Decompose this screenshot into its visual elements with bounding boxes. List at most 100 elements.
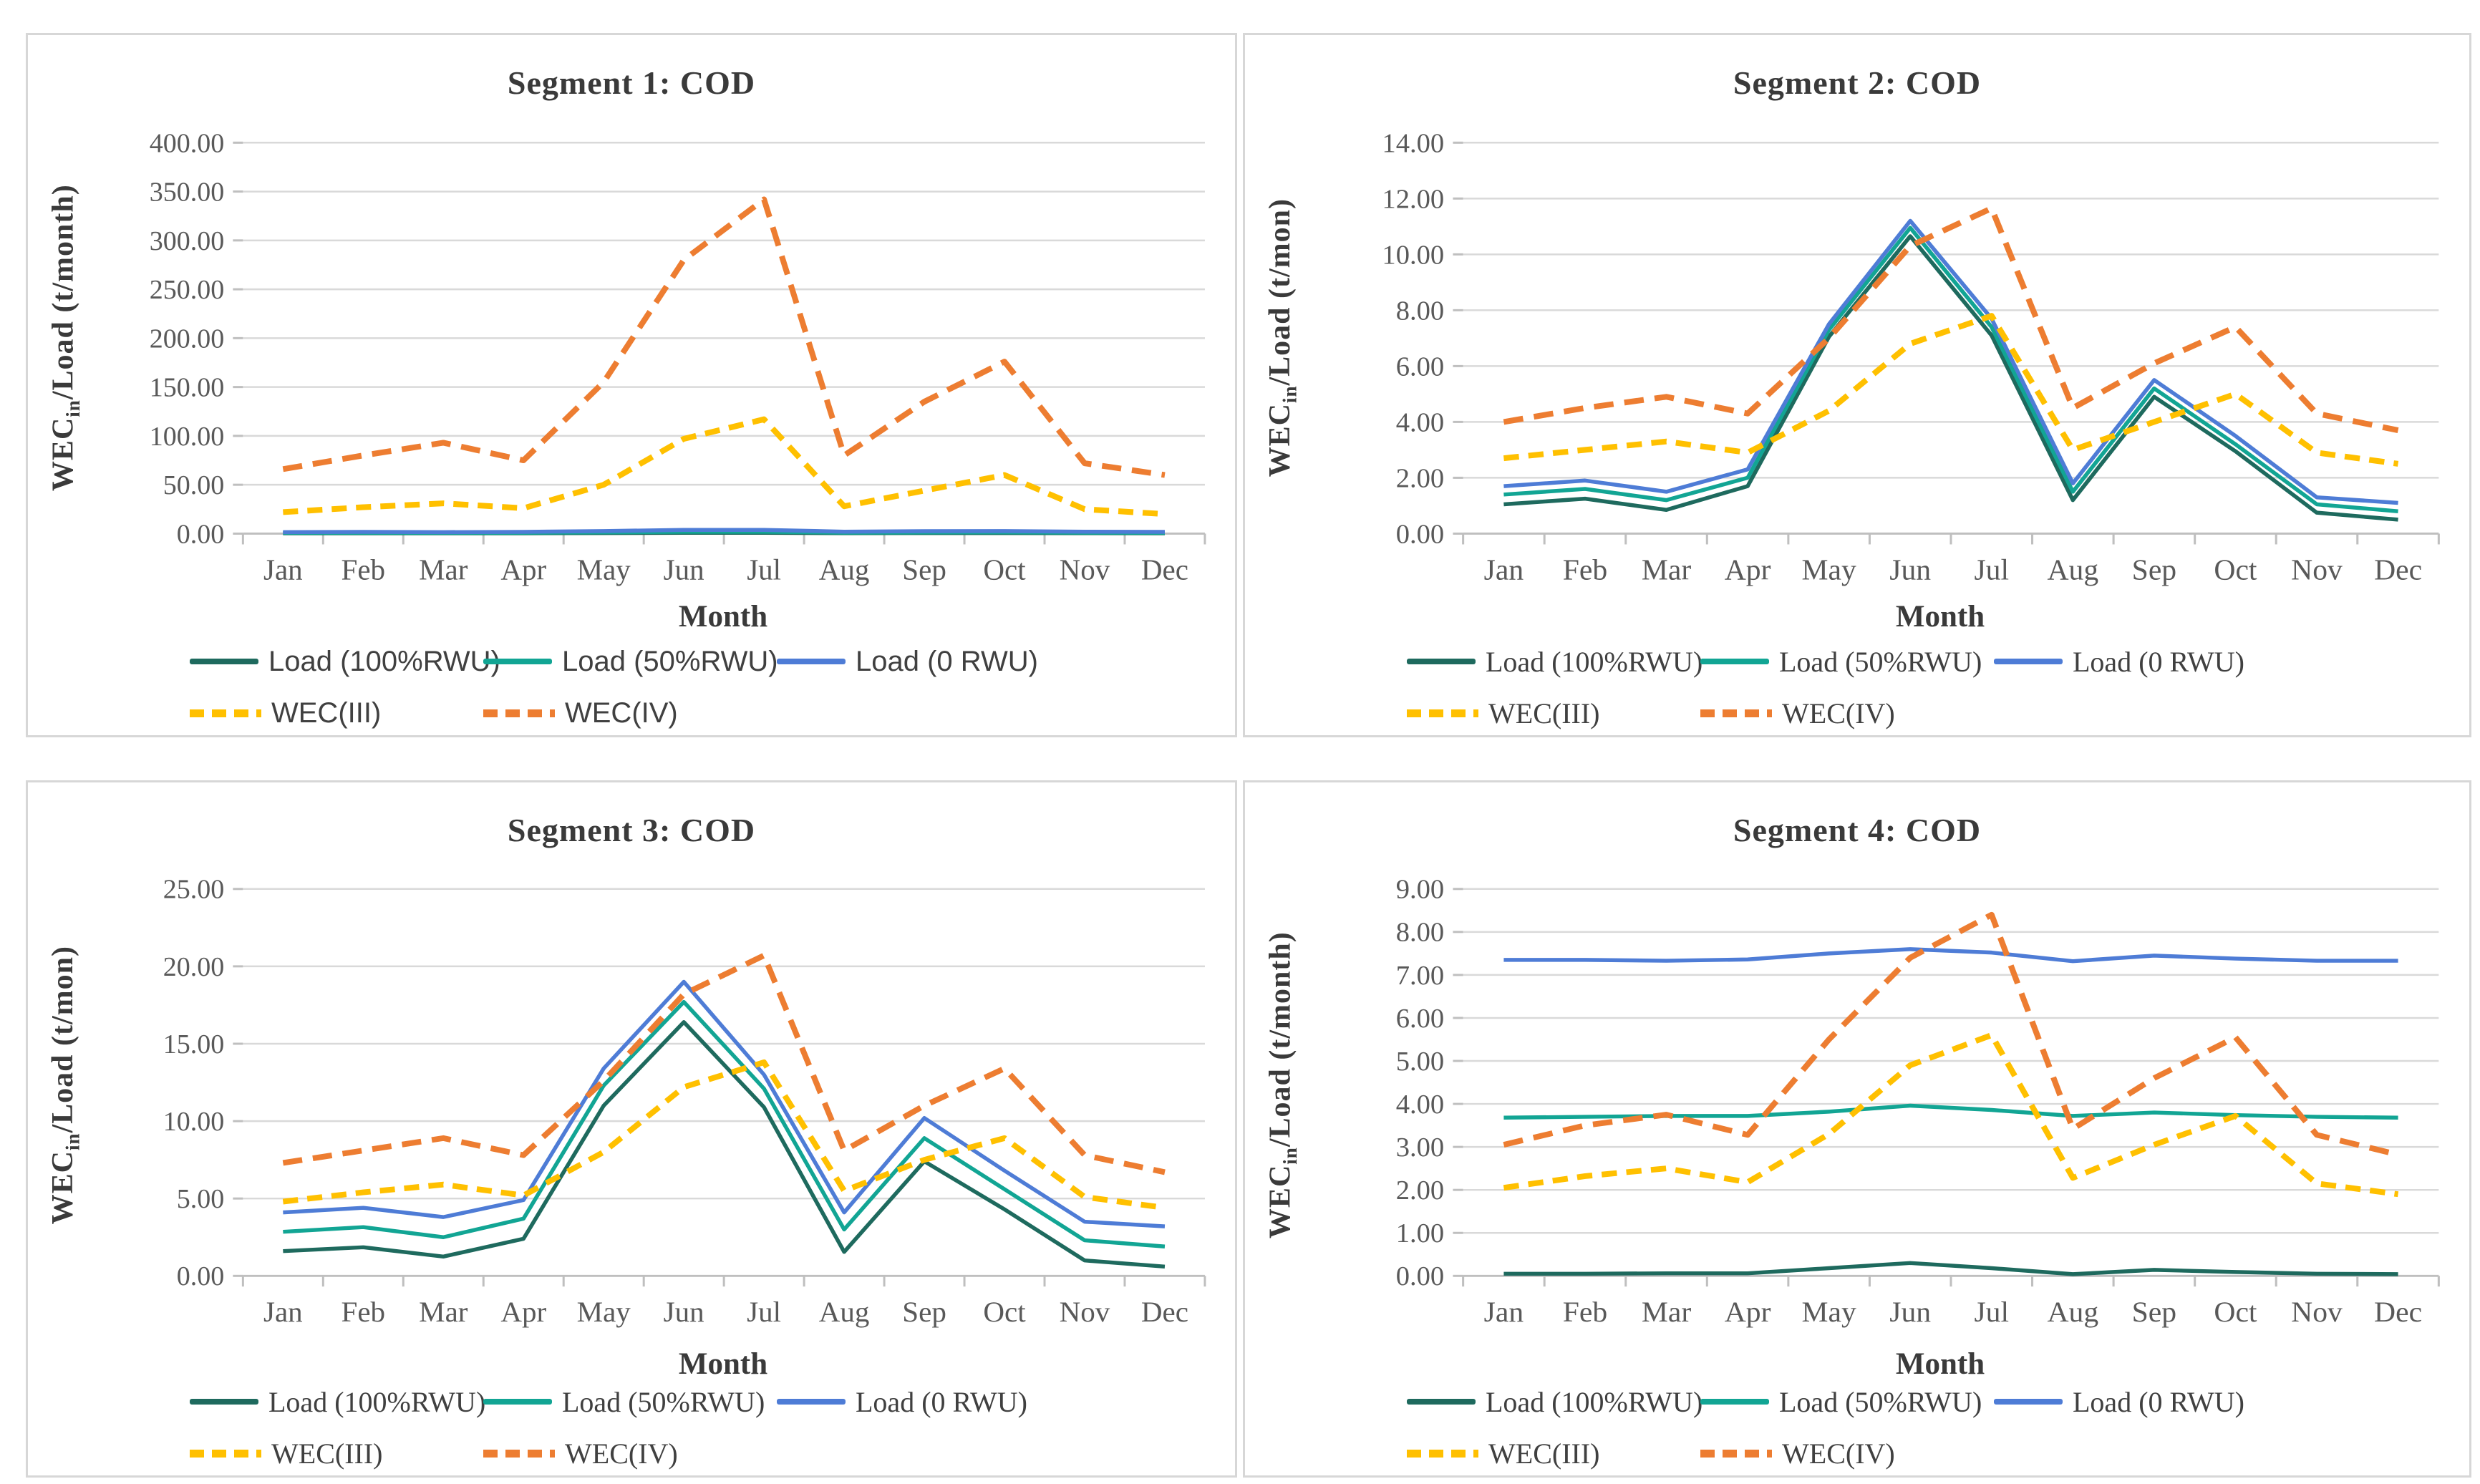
x-axis-tick-label: Sep [2132,1295,2176,1327]
chart-title: Segment 4: COD [1733,812,1982,848]
x-axis-tick-label: Feb [342,1296,386,1328]
legend-item-load100: Load (100%RWU) [1407,1384,1703,1420]
segment-2-chart-panel: 0.00 2.00 4.00 6.00 8.00 10.00 12.00 14.00 Jan Fe… [1243,33,2471,737]
y-axis-tick-label: 4.00 [1396,408,1445,438]
x-axis-tick-label: Jul [1974,1295,2009,1327]
legend-label: Load (50%RWU) [1779,645,1982,678]
x-axis-tick-label: Nov [1060,553,1110,586]
legend-item-wec4: WEC(IV) [483,695,777,731]
legend-swatch-load100 [1407,659,1476,664]
series-line-wec3 [1503,1032,2399,1198]
y-axis-tick-label: 3.00 [1396,1133,1444,1163]
y-axis-tick-label: 2.00 [1396,464,1445,494]
x-axis-tick-label: Jul [1974,553,2009,586]
legend-label: WEC(IV) [565,697,678,729]
x-axis-tick-label: May [577,553,631,586]
y-axis-tick-label: 0.00 [177,519,225,549]
x-axis-tick-label: Apr [1725,1295,1771,1327]
legend-item-load50: Load (50%RWU) [483,1384,777,1420]
x-axis-tick-label: Jan [263,1296,303,1328]
legend-item-wec3: WEC(III) [190,695,483,731]
x-axis-title: Month [1895,600,1985,634]
legend-swatch-wec4 [1700,709,1772,717]
y-axis-tick-label: 0.00 [177,1261,225,1291]
x-axis-tick-label: Dec [2374,1295,2422,1327]
y-axis-tick-label: 300.00 [150,226,225,256]
legend-item-load50: Load (50%RWU) [1700,1384,1994,1420]
legend-swatch-load50 [1700,1399,1769,1405]
y-axis-tick-label: 12.00 [1382,185,1444,215]
legend-item-wec3: WEC(III) [190,1435,483,1471]
chart-title: Segment 1: COD [507,64,756,101]
x-axis-tick-label: Dec [2374,553,2422,586]
legend-label: Load (100%RWU) [1486,1385,1703,1418]
series-line-load0 [283,528,1165,535]
series-line-load0 [1503,947,2398,964]
x-axis-tick-label: Mar [1642,1295,1692,1327]
y-axis-tick-label: 350.00 [150,178,225,208]
legend: Load (100%RWU) Load (50%RWU) Load (0 RWU) W… [1407,644,2316,731]
series-line-load0 [283,979,1166,1228]
legend-label: Load (100%RWU) [268,645,500,677]
legend-item-wec4: WEC(IV) [1700,1435,1994,1471]
x-axis-tick-label: Mar [419,1296,468,1328]
legend-item-load100: Load (100%RWU) [190,1384,485,1420]
y-axis-tick-label: 0.00 [1396,1262,1444,1292]
legend-item-load100: Load (100%RWU) [190,644,500,679]
legend-item-load0: Load (0 RWU) [777,644,1099,679]
legend-item-load100: Load (100%RWU) [1407,644,1702,679]
x-axis-tick-label: Jan [263,553,303,586]
x-axis-tick-label: Mar [419,553,468,586]
y-axis-tick-label: 14.00 [1382,129,1444,159]
x-axis-title: Month [678,600,768,634]
x-axis-tick-label: Jun [664,553,704,586]
x-axis-tick-label: Jul [747,553,781,586]
segment-3-chart-canvas: 0.00 5.00 10.00 15.00 20.00 25.00 Jan Feb Mar Apr… [163,875,1206,1328]
x-axis-tick-label: Aug [2047,553,2098,586]
series-line-load50 [1503,1103,2398,1120]
series-line-wec4 [282,196,1166,478]
legend-swatch-wec3 [1407,709,1478,717]
x-axis-tick-label: Feb [342,553,386,586]
x-axis-title: Month [678,1347,768,1381]
legend: Load (100%RWU) Load (50%RWU) Load (0 RWU) W… [190,644,1099,731]
x-axis-tick-label: Dec [1141,553,1188,586]
x-axis-tick-label: Sep [2132,553,2176,586]
x-axis-tick-label: May [577,1296,631,1328]
legend-item-load0: Load (0 RWU) [1994,644,2316,679]
y-axis-tick-label: 10.00 [1382,241,1444,271]
series-line-wec4 [1503,205,2399,434]
x-axis-tick-label: Jun [1889,553,1931,586]
legend-swatch-load0 [1994,659,2063,664]
x-axis-tick-label: Nov [1060,1296,1110,1328]
legend-swatch-load100 [190,1399,258,1405]
legend-label: WEC(III) [1488,697,1600,729]
x-axis-tick-label: Jan [1484,553,1524,586]
series-line-wec4 [282,952,1166,1175]
series-line-wec3 [283,416,1166,518]
legend-label: Load (0 RWU) [2073,1385,2244,1418]
legend-label: Load (0 RWU) [856,645,1038,677]
legend-item-load0: Load (0 RWU) [1994,1384,2316,1420]
segment-2-chart-canvas: 0.00 2.00 4.00 6.00 8.00 10.00 12.00 14.00 Jan Fe… [1382,129,2440,586]
series-line-wec3 [282,1059,1166,1211]
legend-swatch-load50 [1700,659,1769,664]
legend-swatch-load0 [1994,1399,2063,1405]
y-axis-tick-label: 100.00 [150,422,225,452]
x-axis-tick-label: Jun [664,1296,704,1328]
segment-1-chart-panel: 0.00 50.00 100.00 150.00 200.00 250.00 300.00 3… [26,33,1237,737]
y-axis-tick-label: 25.00 [163,875,225,905]
y-axis-tick-label: 4.00 [1396,1090,1444,1120]
y-axis-tick-label: 5.00 [177,1184,225,1214]
y-axis-tick-label: 1.00 [1396,1219,1444,1249]
segment-4-chart-panel: 0.00 1.00 2.00 3.00 4.00 5.00 6.00 7.00 8.00 9.00… [1243,780,2471,1478]
legend-item-wec4: WEC(IV) [1700,695,1994,731]
x-axis-tick-label: Jun [1889,1295,1931,1327]
chart-title: Segment 2: COD [1733,64,1982,101]
legend-label: WEC(IV) [565,1437,678,1470]
y-axis-tick-label: 7.00 [1396,961,1444,991]
legend-label: WEC(III) [271,697,382,729]
y-axis-tick-label: 200.00 [150,324,225,354]
x-axis-tick-label: Aug [2047,1295,2098,1327]
legend-item-wec3: WEC(III) [1407,1435,1700,1471]
